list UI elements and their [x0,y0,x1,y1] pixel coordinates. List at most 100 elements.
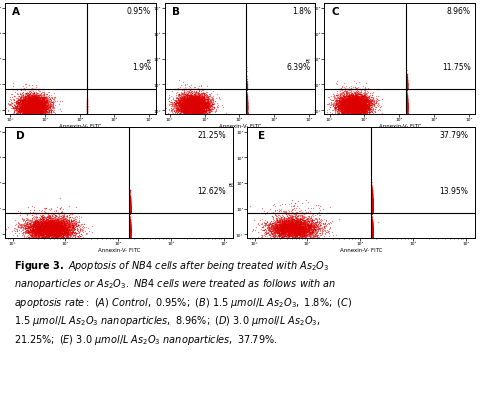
Point [403,108,411,115]
Point [34,229,42,236]
Point [35,227,42,234]
Point [15,109,23,115]
Point [126,210,134,216]
Point [196,112,204,119]
Point [350,106,358,112]
Point [288,224,295,231]
Point [261,243,269,249]
Point [126,206,134,212]
Point [368,194,376,201]
Point [24,222,32,228]
Point [368,210,376,216]
Point [288,227,296,233]
Point [368,205,376,211]
Point [368,202,376,209]
Point [343,103,350,109]
Point [353,107,360,113]
Point [60,223,68,229]
Point [40,227,48,234]
Point [185,107,192,113]
Point [51,214,59,220]
Point [44,218,51,224]
Point [126,210,134,216]
Point [57,222,65,229]
Point [296,229,304,236]
Point [126,227,134,234]
Point [403,96,411,102]
Point [195,99,203,106]
Point [190,99,197,105]
Point [191,113,199,119]
Point [340,107,348,113]
Point [368,199,376,205]
Point [178,97,185,103]
Point [360,111,367,117]
Point [20,97,28,103]
Point [35,99,42,106]
Point [24,94,32,100]
Point [343,96,350,102]
Point [25,95,33,101]
Point [30,101,37,108]
Point [368,188,376,194]
Point [296,216,303,222]
Point [186,97,193,103]
Point [368,232,376,239]
Point [189,112,197,119]
Point [279,221,287,228]
Point [368,207,376,213]
Point [368,210,376,216]
Point [403,81,411,87]
Point [341,99,348,105]
Point [368,210,376,216]
Point [354,100,362,107]
Point [24,104,32,110]
Point [287,233,295,239]
Point [45,234,53,240]
Point [358,106,366,112]
Point [184,108,192,114]
Point [126,202,134,209]
Point [15,108,23,114]
Point [243,80,251,86]
Point [32,222,39,228]
Point [126,195,134,202]
Point [336,99,344,106]
Point [126,210,134,216]
Point [354,103,361,110]
Point [368,197,376,204]
Point [126,222,134,228]
Point [54,230,61,237]
Point [43,106,50,112]
Point [48,101,56,108]
Point [27,96,35,103]
Point [351,94,359,101]
Point [348,101,356,108]
Point [368,210,376,216]
Point [368,210,376,216]
Point [368,234,376,240]
Point [24,101,31,108]
Point [368,201,376,208]
Point [368,208,376,214]
Point [198,105,205,112]
Point [298,231,305,238]
Point [355,102,362,109]
Point [283,229,291,235]
Point [126,223,134,230]
Point [291,236,299,242]
Point [349,112,357,118]
Point [368,200,376,207]
Point [368,204,376,211]
Point [358,101,366,108]
Point [15,107,23,113]
Point [126,210,134,216]
Point [368,197,376,204]
Point [179,99,187,106]
Point [35,100,43,106]
Point [54,210,61,216]
Point [24,99,32,106]
Point [126,226,134,232]
Point [359,101,367,108]
Point [186,97,193,103]
